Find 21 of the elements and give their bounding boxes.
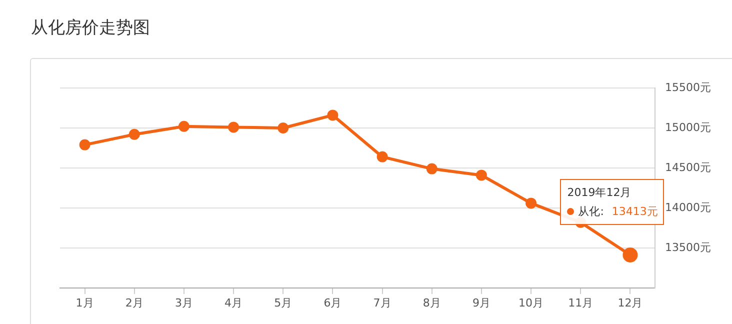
y-tick-label: 15500元: [665, 80, 711, 94]
x-tick-label: 6月: [324, 296, 342, 310]
x-tick-label: 2月: [125, 296, 144, 310]
y-tick-label: 14500元: [665, 160, 711, 174]
legend-label: 从化:: [578, 204, 604, 218]
x-tick-label: 12月: [618, 296, 643, 310]
x-tick-label: 11月: [568, 296, 594, 310]
x-tick-label: 8月: [422, 296, 441, 310]
x-tick-label: 1月: [76, 296, 94, 310]
x-tick-label: 3月: [174, 296, 193, 310]
y-tick-label: 15000元: [665, 120, 711, 134]
chart-title: 从化房价走势图: [31, 17, 150, 39]
annotation: 2019年12月: [567, 184, 632, 201]
x-tick-label: 9月: [472, 296, 490, 310]
x-tick-label: 10月: [518, 296, 544, 310]
data-label: 13413元: [612, 204, 658, 218]
y-tick-label: 14000元: [665, 200, 711, 214]
y-tick-label: 13500元: [665, 240, 711, 254]
x-tick-label: 7月: [373, 296, 392, 310]
x-tick-label: 4月: [224, 296, 243, 310]
x-tick-label: 5月: [274, 296, 292, 310]
